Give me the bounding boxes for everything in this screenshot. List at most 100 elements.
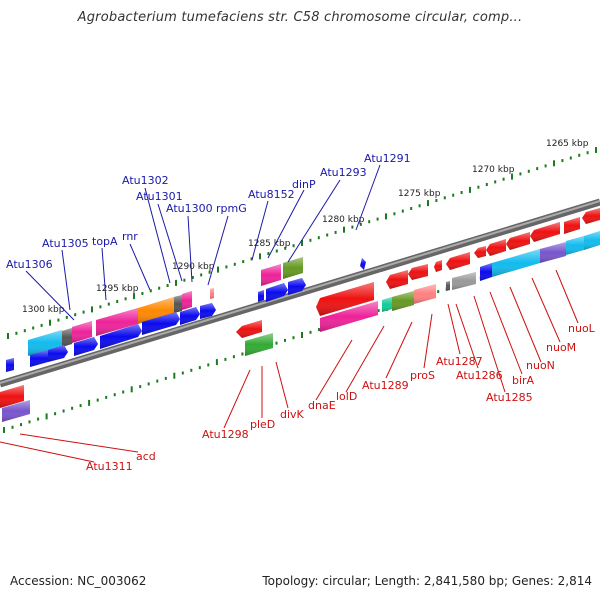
label-atu1305[interactable]: Atu1305 <box>42 237 89 250</box>
scale-tick <box>242 260 245 264</box>
scale-tick <box>410 207 413 210</box>
gene-shade <box>452 272 476 290</box>
accession-label: Accession: NC_003062 <box>10 574 147 588</box>
scale-tick <box>317 236 320 240</box>
label-atu1300[interactable]: Atu1300 <box>166 202 213 215</box>
lower-tick <box>139 385 142 389</box>
topology-summary: Topology: circular; Length: 2,841,580 bp… <box>262 574 592 588</box>
gene-shade <box>174 295 182 313</box>
scale-tick <box>334 230 337 234</box>
lower-tick <box>437 290 440 294</box>
scale-tick <box>460 191 463 194</box>
lower-tick <box>241 352 244 356</box>
label-atu1311[interactable]: Atu1311 <box>86 460 133 473</box>
gene-shade <box>446 281 450 291</box>
scale-tick <box>250 257 253 261</box>
lower-tick <box>224 357 227 361</box>
gene-shade <box>62 328 72 347</box>
gene-shade <box>288 278 306 295</box>
lower-tick <box>181 371 184 375</box>
label-nuol[interactable]: nuoL <box>568 322 596 335</box>
scale-tick <box>82 310 85 314</box>
label-atu1285[interactable]: Atu1285 <box>486 391 533 404</box>
lower-tick <box>309 330 312 334</box>
label-atu1302[interactable]: Atu1302 <box>122 174 169 187</box>
gene-shade <box>492 249 540 277</box>
label-atu1293[interactable]: Atu1293 <box>320 166 367 179</box>
leader-lines <box>0 164 579 463</box>
scale-tick <box>452 193 455 197</box>
label-atu1289[interactable]: Atu1289 <box>362 379 409 392</box>
scale-label: 1265 kbp <box>546 139 589 149</box>
label-atu1298[interactable]: Atu1298 <box>202 428 249 441</box>
lower-tick <box>215 359 218 366</box>
label-atu1291[interactable]: Atu1291 <box>364 152 411 165</box>
gene-shade <box>182 291 192 310</box>
label-atu8152[interactable]: Atu8152 <box>248 188 295 201</box>
scale-label: 1300 kbp <box>22 305 65 315</box>
gene-shade <box>474 246 486 258</box>
scale-tick <box>32 326 35 330</box>
gene-shade <box>142 312 180 335</box>
gene-shade <box>28 330 62 356</box>
gene-shade <box>48 345 68 362</box>
label-divk[interactable]: divK <box>280 408 305 421</box>
scale-tick <box>15 331 18 335</box>
lower-tick <box>130 386 133 393</box>
scale-tick <box>7 333 9 339</box>
scale-tick <box>301 240 303 246</box>
scale-tick <box>561 159 564 163</box>
scale-tick <box>91 306 93 313</box>
scale-tick <box>435 199 438 202</box>
label-rpmg[interactable]: rpmG <box>216 202 247 215</box>
gene-shade <box>316 282 374 316</box>
gene-shade <box>408 264 428 280</box>
gene-shade <box>486 239 506 256</box>
label-dinp[interactable]: dinP <box>292 178 316 191</box>
label-lold[interactable]: lolD <box>336 390 357 403</box>
scale-tick <box>536 167 539 171</box>
scale-label: 1270 kbp <box>472 165 515 175</box>
lower-tick <box>301 332 303 338</box>
label-dnae[interactable]: dnaE <box>308 399 336 412</box>
gene-shade <box>283 257 303 279</box>
gene-shade <box>74 337 98 356</box>
label-topa[interactable]: topA <box>92 235 118 248</box>
scale-label: 1290 kbp <box>172 262 215 272</box>
scale-label: 1280 kbp <box>322 215 365 225</box>
label-nuon[interactable]: nuoN <box>526 359 555 372</box>
gene-shade <box>30 350 48 367</box>
scale-tick <box>443 196 446 200</box>
gene-shade <box>0 385 24 408</box>
gene-shade <box>210 288 214 299</box>
label-acd[interactable]: acd <box>136 450 156 463</box>
label-atu1286[interactable]: Atu1286 <box>456 369 503 382</box>
scale-tick <box>368 220 371 224</box>
gene-shade <box>566 236 584 255</box>
scale-tick <box>124 297 127 301</box>
lower-tick <box>3 427 5 433</box>
label-nuom[interactable]: nuoM <box>546 341 576 354</box>
scale-tick <box>107 302 110 306</box>
scale-tick <box>208 270 211 274</box>
scale-tick <box>502 177 505 181</box>
scale-tick <box>343 226 345 233</box>
label-bira[interactable]: birA <box>512 374 535 387</box>
label-pled[interactable]: pleD <box>250 418 275 431</box>
label-rnr[interactable]: rnr <box>122 230 138 243</box>
scale-tick <box>326 233 329 237</box>
label-atu1287[interactable]: Atu1287 <box>436 355 483 368</box>
lower-tick <box>71 406 74 410</box>
label-atu1306[interactable]: Atu1306 <box>6 258 53 271</box>
gene-shade <box>320 301 378 332</box>
gene-shade <box>96 308 138 336</box>
label-pros[interactable]: proS <box>410 369 435 382</box>
lower-tick <box>79 404 82 408</box>
label-atu1301[interactable]: Atu1301 <box>136 190 183 203</box>
lower-tick <box>147 382 150 386</box>
scale-tick <box>418 204 421 208</box>
scale-tick <box>217 266 219 273</box>
scale-tick <box>586 151 589 155</box>
lower-tick <box>318 328 320 332</box>
